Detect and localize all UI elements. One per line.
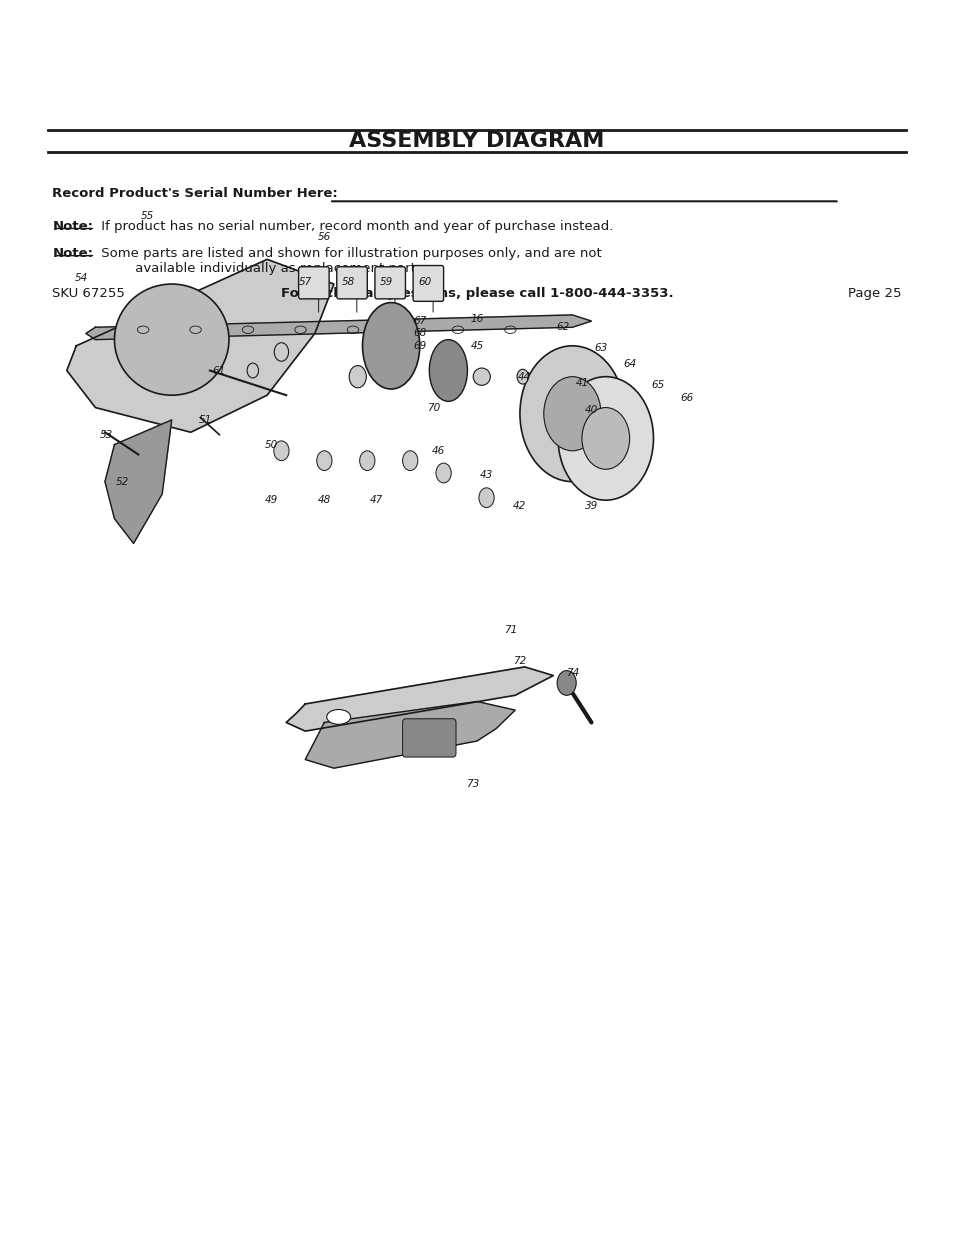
Text: Record Product's Serial Number Here:: Record Product's Serial Number Here: (52, 186, 338, 200)
Text: 72: 72 (513, 656, 526, 666)
FancyBboxPatch shape (413, 266, 443, 301)
Text: 54: 54 (74, 273, 88, 283)
Circle shape (436, 463, 451, 483)
Text: 67: 67 (413, 316, 426, 326)
Text: ASSEMBLY DIAGRAM: ASSEMBLY DIAGRAM (349, 131, 604, 151)
Text: 66: 66 (679, 393, 693, 403)
Ellipse shape (114, 284, 229, 395)
Text: 61: 61 (213, 366, 226, 375)
FancyBboxPatch shape (402, 719, 456, 757)
Text: 47: 47 (370, 495, 383, 505)
Circle shape (581, 408, 629, 469)
Polygon shape (67, 259, 334, 432)
Ellipse shape (362, 303, 419, 389)
FancyBboxPatch shape (298, 267, 329, 299)
Text: 40: 40 (584, 405, 598, 415)
Text: 44: 44 (517, 372, 531, 382)
Circle shape (519, 346, 624, 482)
Text: 60: 60 (417, 277, 431, 287)
Text: 48: 48 (317, 495, 331, 505)
Circle shape (478, 488, 494, 508)
Polygon shape (86, 315, 591, 340)
Circle shape (558, 377, 653, 500)
Text: If product has no serial number, record month and year of purchase instead.: If product has no serial number, record … (97, 220, 613, 233)
Circle shape (402, 451, 417, 471)
Text: 39: 39 (584, 501, 598, 511)
Text: 53: 53 (100, 430, 113, 440)
Ellipse shape (247, 363, 258, 378)
Text: Note:: Note: (52, 220, 93, 233)
Text: 65: 65 (651, 380, 664, 390)
Text: 50: 50 (265, 440, 278, 450)
Text: Note:: Note: (52, 247, 93, 261)
FancyBboxPatch shape (375, 267, 405, 299)
Text: 57: 57 (298, 277, 312, 287)
Ellipse shape (349, 366, 366, 388)
Text: 71: 71 (503, 625, 517, 635)
Text: 64: 64 (622, 359, 636, 369)
Text: For technical questions, please call 1-800-444-3353.: For technical questions, please call 1-8… (280, 287, 673, 300)
Text: 16: 16 (470, 314, 483, 324)
Polygon shape (286, 667, 553, 731)
Text: 58: 58 (341, 277, 355, 287)
Text: 52: 52 (115, 477, 129, 487)
Text: 59: 59 (379, 277, 393, 287)
Ellipse shape (326, 709, 351, 724)
Ellipse shape (429, 340, 467, 401)
Text: 41: 41 (575, 378, 588, 388)
Text: 43: 43 (479, 471, 493, 480)
Text: 62: 62 (556, 322, 569, 332)
Text: 63: 63 (594, 343, 607, 353)
Ellipse shape (274, 342, 288, 362)
Text: 42: 42 (513, 501, 526, 511)
Text: Page 25: Page 25 (847, 287, 901, 300)
Text: 45: 45 (470, 341, 483, 351)
Circle shape (359, 451, 375, 471)
Circle shape (543, 377, 600, 451)
Ellipse shape (473, 368, 490, 385)
Text: 70: 70 (427, 403, 440, 412)
Text: SKU 67255: SKU 67255 (52, 287, 125, 300)
Text: 73: 73 (465, 779, 478, 789)
Polygon shape (105, 420, 172, 543)
Circle shape (557, 671, 576, 695)
Polygon shape (305, 701, 515, 768)
Text: 49: 49 (265, 495, 278, 505)
Text: Some parts are listed and shown for illustration purposes only, and are not
    : Some parts are listed and shown for illu… (97, 247, 601, 275)
Ellipse shape (517, 369, 528, 384)
Text: 55: 55 (141, 211, 154, 221)
Text: 51: 51 (198, 415, 212, 425)
Circle shape (316, 451, 332, 471)
FancyBboxPatch shape (336, 267, 367, 299)
Text: 56: 56 (317, 232, 331, 242)
Text: 46: 46 (432, 446, 445, 456)
Circle shape (274, 441, 289, 461)
Text: 68: 68 (413, 329, 426, 338)
Text: 74: 74 (565, 668, 578, 678)
Text: 69: 69 (413, 341, 426, 351)
